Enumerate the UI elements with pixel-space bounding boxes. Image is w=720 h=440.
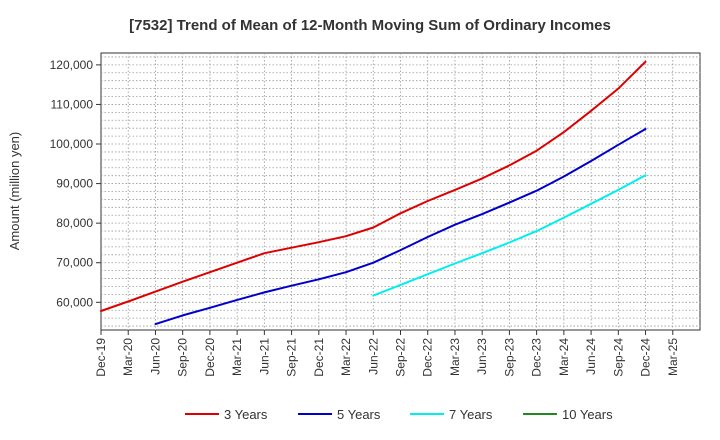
x-tick-label: Mar-22 <box>339 338 353 376</box>
y-tick-label: 90,000 <box>56 177 93 191</box>
x-tick-label: Jun-22 <box>366 338 380 375</box>
x-tick-label: Dec-22 <box>421 338 435 377</box>
x-axis-ticks: Dec-19 Mar-20 Jun-20 Sep-20 Dec-20 Mar-21 Jun-… <box>94 330 680 377</box>
legend-label: 10 Years <box>562 407 613 422</box>
x-tick-label: Dec-19 <box>94 338 108 377</box>
x-tick-label: Dec-24 <box>639 338 653 377</box>
x-tick-label: Sep-23 <box>502 338 516 377</box>
y-tick-label: 100,000 <box>50 137 94 151</box>
legend: 3 Years 5 Years 7 Years 10 Years <box>185 407 613 422</box>
legend-label: 7 Years <box>449 407 493 422</box>
x-tick-label: Dec-23 <box>530 338 544 377</box>
x-tick-label: Sep-24 <box>611 338 625 377</box>
x-tick-label: Dec-20 <box>203 338 217 377</box>
x-tick-label: Jun-21 <box>257 338 271 375</box>
x-tick-label: Sep-20 <box>176 338 190 377</box>
x-tick-label: Sep-21 <box>285 338 299 377</box>
x-tick-label: Jun-24 <box>584 338 598 375</box>
x-tick-label: Jun-20 <box>148 338 162 375</box>
series-layer <box>100 60 647 326</box>
y-tick-label: 70,000 <box>56 256 93 270</box>
x-tick-label: Mar-25 <box>666 338 680 376</box>
x-tick-label: Mar-21 <box>230 338 244 376</box>
legend-label: 5 Years <box>337 407 381 422</box>
series-line-7-years <box>372 174 647 297</box>
x-tick-label: Jun-23 <box>475 338 489 375</box>
x-tick-label: Mar-23 <box>448 338 462 376</box>
y-axis-ticks: 60,000 70,000 80,000 90,000 100,000 110,000 12… <box>50 58 101 309</box>
y-axis-label: Amount (million yen) <box>7 132 22 251</box>
y-tick-label: 60,000 <box>56 295 93 309</box>
series-line-3-years <box>100 60 647 312</box>
series-line-5-years <box>154 128 647 326</box>
grid-lines <box>101 53 700 330</box>
legend-label: 3 Years <box>224 407 268 422</box>
y-tick-label: 120,000 <box>50 58 94 72</box>
x-tick-label: Mar-24 <box>557 338 571 376</box>
x-tick-label: Dec-21 <box>312 338 326 377</box>
y-tick-label: 80,000 <box>56 216 93 230</box>
y-tick-label: 110,000 <box>51 97 94 111</box>
x-tick-label: Sep-22 <box>394 338 408 377</box>
chart-title: [7532] Trend of Mean of 12-Month Moving … <box>129 17 611 34</box>
x-tick-label: Mar-20 <box>121 338 135 376</box>
